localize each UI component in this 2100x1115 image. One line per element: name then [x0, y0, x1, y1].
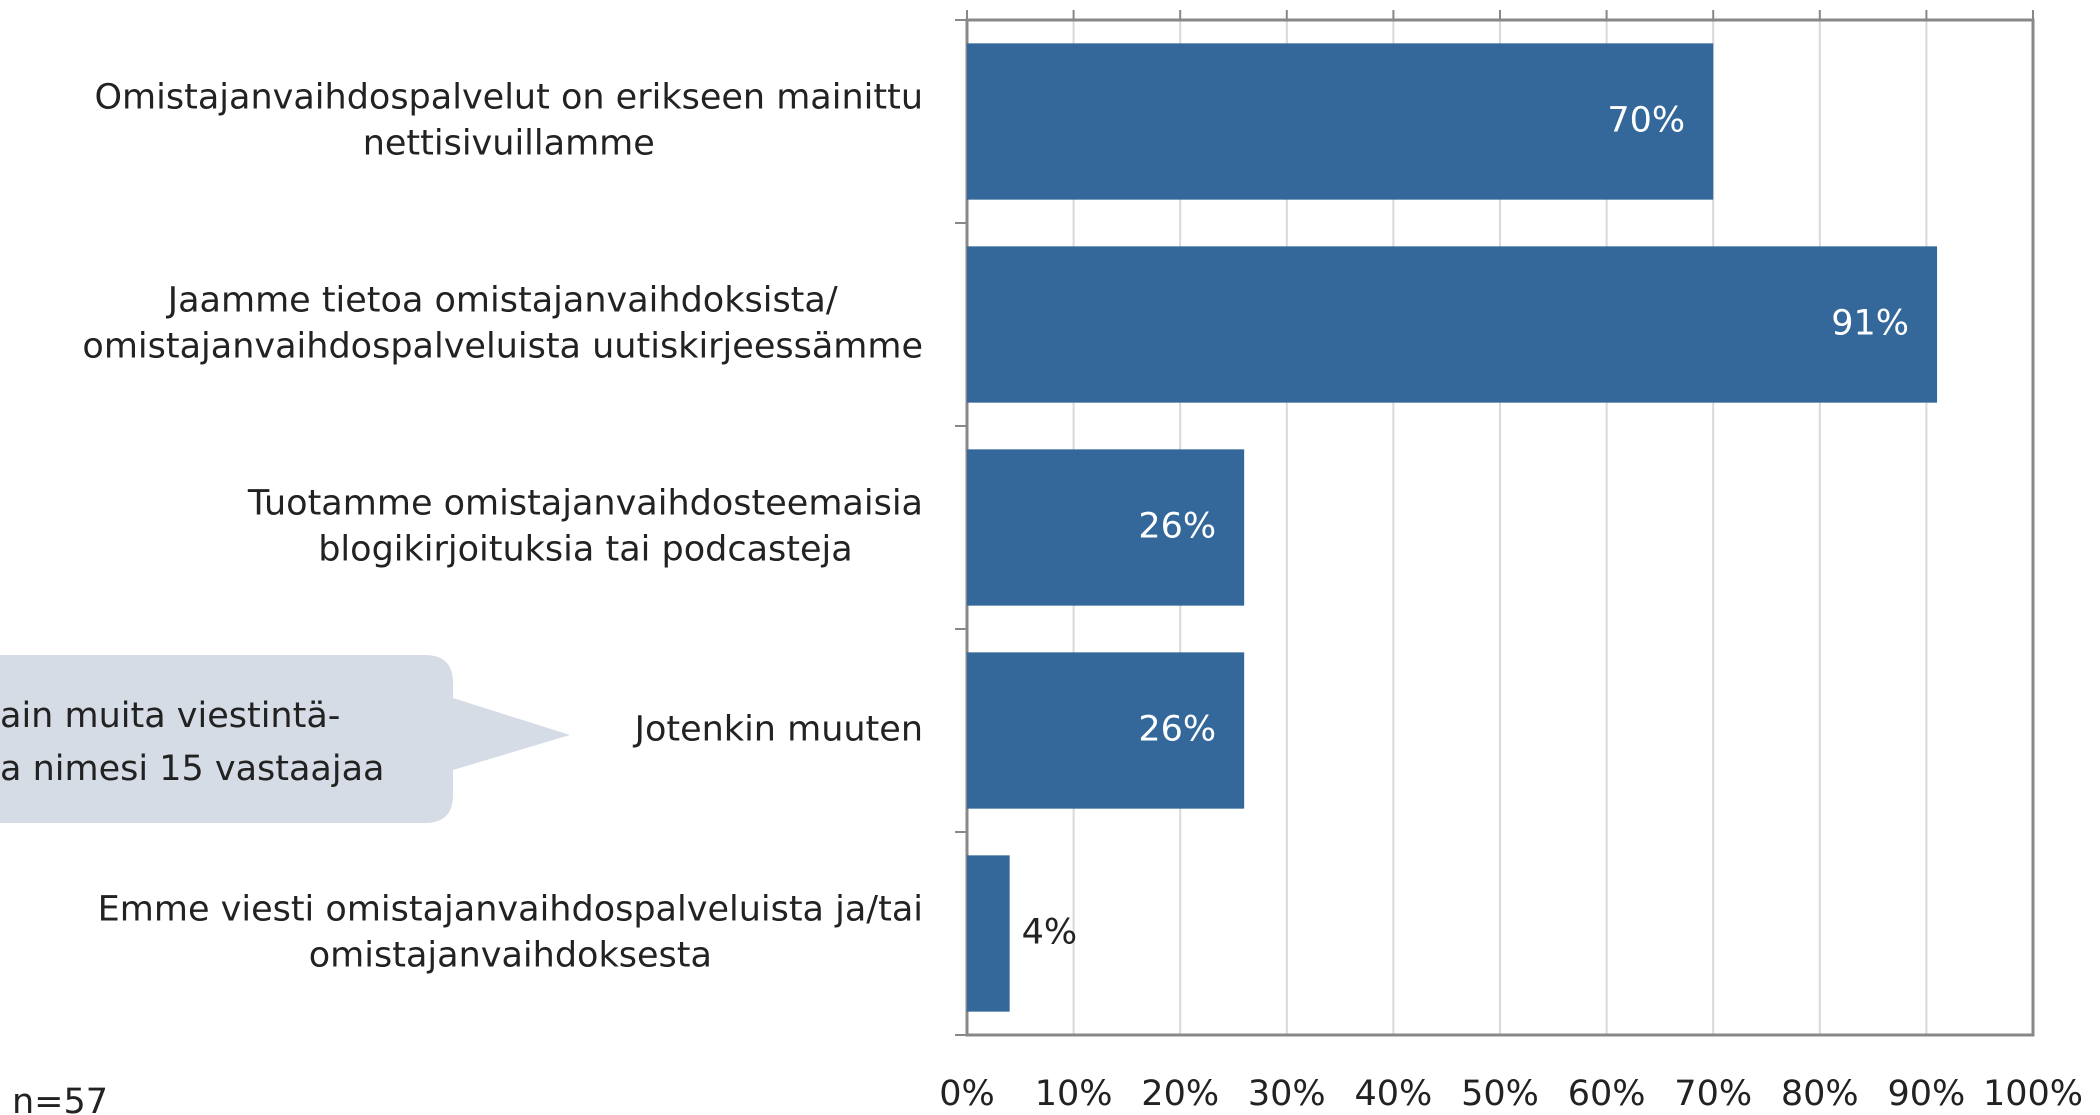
data-label: 26%	[1138, 507, 1216, 547]
x-tick-label: 0%	[939, 1074, 995, 1114]
data-label: 91%	[1831, 304, 1909, 344]
sample-size: n=57	[12, 1082, 108, 1115]
category-label: nettisivuillamme	[363, 124, 655, 164]
x-tick-label: 70%	[1674, 1074, 1752, 1114]
data-label: 70%	[1607, 101, 1685, 141]
bar	[967, 43, 1714, 200]
x-tick-label: 100%	[1983, 1074, 2083, 1114]
category-label: blogikirjoituksia tai podcasteja	[318, 530, 852, 570]
bar	[967, 246, 1938, 403]
x-tick-label: 30%	[1248, 1074, 1326, 1114]
bar	[967, 855, 1010, 1012]
x-tick-label: 40%	[1355, 1074, 1433, 1114]
category-label: Jotenkin muuten	[633, 710, 923, 750]
bar	[967, 652, 1245, 809]
x-tick-label: 10%	[1035, 1074, 1113, 1114]
category-label: omistajanvaihdospalveluista uutiskirjees…	[82, 327, 923, 367]
callout-text: ain muita viestintä-	[0, 696, 340, 736]
category-label: Omistajanvaihdospalvelut on erikseen mai…	[95, 78, 924, 118]
x-tick-label: 80%	[1781, 1074, 1859, 1114]
callout-text: a nimesi 15 vastaajaa	[0, 749, 385, 789]
x-tick-label: 90%	[1888, 1074, 1966, 1114]
x-tick-label: 50%	[1461, 1074, 1539, 1114]
category-label: Tuotamme omistajanvaihdosteemaisia	[247, 484, 923, 524]
x-tick-label: 20%	[1141, 1074, 1219, 1114]
x-tick-label: 60%	[1568, 1074, 1646, 1114]
callout	[0, 655, 570, 823]
category-label: omistajanvaihdoksesta	[309, 936, 712, 976]
category-label: Emme viesti omistajanvaihdospalveluista …	[98, 890, 923, 930]
data-label: 4%	[1022, 913, 1078, 953]
bar	[967, 449, 1245, 606]
data-label: 26%	[1138, 710, 1216, 750]
category-label: Jaamme tietoa omistajanvaihdoksista/	[166, 281, 838, 321]
